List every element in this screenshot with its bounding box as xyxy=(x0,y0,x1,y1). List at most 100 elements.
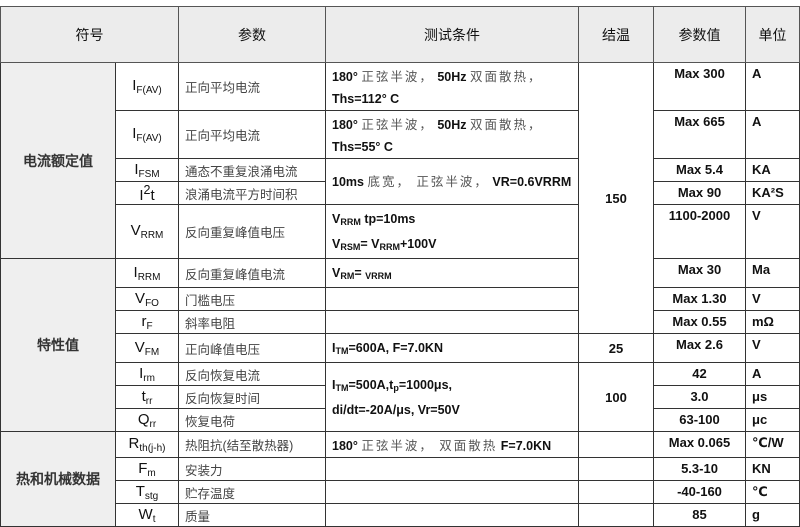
text-segment: I xyxy=(132,125,137,142)
parameter-cell: 浪涌电流平方时间积 xyxy=(178,181,326,205)
subscript: TM xyxy=(335,382,349,393)
value-cell: Max 0.065 xyxy=(653,431,746,458)
text-segment: t xyxy=(141,387,146,405)
unit-cell: μs xyxy=(745,385,800,409)
junction-temp-cell xyxy=(578,457,654,481)
test-condition-cell: ITM=600A, F=7.0KN xyxy=(325,333,579,363)
subscript: F(AV) xyxy=(136,133,162,144)
subscript: FM xyxy=(144,346,160,358)
test-condition-cell: 180° 正弦半波， 50Hz 双面散热， Ths=112° C xyxy=(325,62,579,111)
text-segment: T xyxy=(135,482,145,500)
text-segment: R xyxy=(128,435,140,452)
table-row: IF(AV) 正向平均电流 180° 正弦半波， 50Hz 双面散热， Ths=55°… xyxy=(1,110,800,159)
text-segment: W xyxy=(138,505,153,523)
symbol-cell: VFM xyxy=(115,333,179,363)
condition-line: Ths=112° C xyxy=(332,88,572,110)
value-cell: 63-100 xyxy=(653,408,746,432)
condition-line: 180° 正弦半波， 50Hz 双面散热， xyxy=(332,66,572,88)
table-row: 热和机械数据 Rth(j-h) 热阻抗(结至散热器) 180° 正弦半波， 双面散热 … xyxy=(0,431,800,527)
subscript: F xyxy=(146,320,153,332)
subscript: F(AV) xyxy=(136,85,162,96)
unit-cell: A xyxy=(745,362,800,386)
value-cell: -40-160 xyxy=(653,480,746,504)
junction-temp-cell: 25 xyxy=(578,333,654,363)
symbol-cell: IFSM xyxy=(115,158,179,182)
text-segment: +100V xyxy=(399,237,437,251)
value-cell: Max 5.4 xyxy=(653,158,746,182)
subscript: RRM xyxy=(137,271,161,283)
unit-cell: mΩ xyxy=(745,310,800,334)
symbol-cell: VRRM xyxy=(115,204,179,259)
symbol-cell: Rth(j-h) xyxy=(115,431,179,458)
table-row: 特性值 IRRM 反向重复峰值电流 VRM= VRRM Max 30 Ma xyxy=(0,258,800,432)
subscript: RSM xyxy=(340,242,361,252)
text-segment: 底宽， 正弦半波， xyxy=(367,174,489,189)
specifications-table: 符号 参数 测试条件 结温 参数值 单位 电流额定值 IF(AV) 正向平均电流 18… xyxy=(0,6,800,527)
symbol-cell: Fm xyxy=(115,457,179,481)
header-value: 参数值 xyxy=(653,6,746,63)
unit-cell: V xyxy=(745,287,800,311)
test-condition-cell: 10ms 底宽， 正弦半波， VR=0.6VRRM xyxy=(325,158,579,205)
condition-line: ITM=600A, F=7.0KN xyxy=(332,337,572,362)
text-segment: Ths=55° C xyxy=(332,140,393,154)
condition-line: Ths=55° C xyxy=(332,136,572,158)
test-condition-cell: VRM= VRRM xyxy=(325,258,579,288)
subscript: FSM xyxy=(138,168,160,180)
table-row: VFM 正向峰值电压 ITM=600A, F=7.0KN 25 Max 2.6 V xyxy=(1,333,800,363)
subscript: rr xyxy=(149,418,157,430)
symbol-cell: Irm xyxy=(115,362,179,386)
text-segment: I xyxy=(139,364,144,382)
text-segment: t xyxy=(150,186,155,204)
text-segment: 50Hz xyxy=(433,118,470,132)
header-junction-temp: 结温 xyxy=(578,6,654,63)
text-segment: 180° xyxy=(332,118,362,132)
subscript: t xyxy=(152,513,156,525)
test-condition-cell: ITM=500A,tp=1000μs, di/dt=-20A/μs, Vr=50V xyxy=(325,362,579,432)
text-segment: r xyxy=(141,312,147,330)
text-segment: V xyxy=(332,237,341,251)
parameter-cell: 斜率电阻 xyxy=(178,310,326,334)
text-segment: V xyxy=(332,266,341,280)
test-condition-cell: VRRM tp=10ms VRSM= VRRM+100V xyxy=(325,204,579,259)
table-row: I2t 浪涌电流平方时间积 Max 90 KA²S xyxy=(1,181,800,205)
parameter-cell: 正向峰值电压 xyxy=(178,333,326,363)
text-segment: Ths=112° C xyxy=(332,92,400,106)
group-label-thermal-mechanical: 热和机械数据 xyxy=(0,431,116,527)
test-condition-cell: 180° 正弦半波， 双面散热 F=7.0KN xyxy=(325,431,579,458)
text-segment: I xyxy=(134,160,139,178)
subscript: FO xyxy=(145,297,159,309)
table-row: Irm 反向恢复电流 ITM=500A,tp=1000μs, di/dt=-20A/μ… xyxy=(1,362,800,432)
subscript: th(j-h) xyxy=(139,443,166,454)
group-label-rated-current: 电流额定值 xyxy=(0,62,116,259)
symbol-cell: Wt xyxy=(115,503,179,527)
value-cell: Max 0.55 xyxy=(653,310,746,334)
unit-cell: Ma xyxy=(745,258,800,288)
text-segment: 50Hz xyxy=(433,70,470,84)
table-row: 电流额定值 IF(AV) 正向平均电流 180° 正弦半波， 50Hz 双面散热， Th… xyxy=(0,62,800,334)
text-segment: I xyxy=(139,186,144,204)
text-segment: 10ms xyxy=(332,174,368,189)
text-segment: 双面散热， xyxy=(469,70,543,84)
junction-temp-cell xyxy=(578,480,654,504)
parameter-cell: 热阻抗(结至散热器) xyxy=(178,431,326,458)
junction-temp-cell xyxy=(578,431,654,458)
text-segment: F xyxy=(138,459,148,477)
parameter-cell: 反向恢复时间 xyxy=(178,385,326,409)
text-segment: V xyxy=(130,222,141,239)
text-segment: I xyxy=(332,377,336,392)
test-condition-cell xyxy=(325,480,579,504)
value-cell: Max 2.6 xyxy=(653,333,746,363)
unit-cell: g xyxy=(745,503,800,527)
parameter-cell: 安装力 xyxy=(178,457,326,481)
table-row: trr 反向恢复时间 3.0 μs xyxy=(1,385,800,409)
text-segment: 正弦半波， xyxy=(361,118,434,132)
value-cell: 3.0 xyxy=(653,385,746,409)
parameter-cell: 贮存温度 xyxy=(178,480,326,504)
symbol-cell: IF(AV) xyxy=(115,110,179,159)
value-cell: Max 1.30 xyxy=(653,287,746,311)
table-row: Wt 质量 85 g xyxy=(1,503,800,527)
unit-cell: V xyxy=(745,333,800,363)
unit-cell: ℃ xyxy=(745,480,800,504)
condition-line: VRSM= VRRM+100V xyxy=(332,233,572,258)
symbol-cell: VFO xyxy=(115,287,179,311)
